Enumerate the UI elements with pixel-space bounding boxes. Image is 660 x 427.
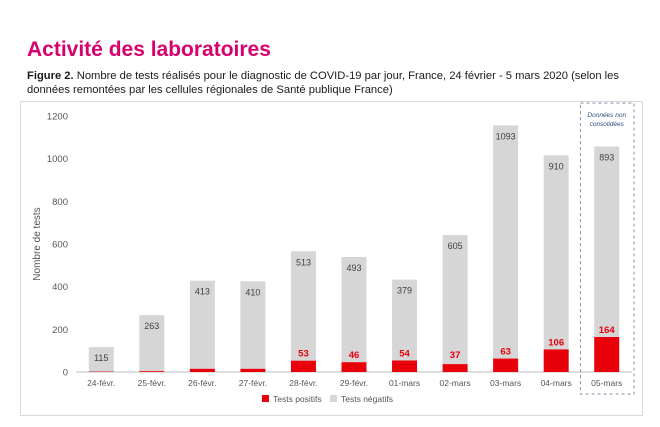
- y-tick-label: 200: [52, 325, 68, 336]
- annotation-unconsolidated: Données non: [587, 112, 626, 119]
- bar-tests-negatifs: [139, 315, 165, 372]
- data-label-negatifs: 379: [397, 286, 412, 296]
- x-tick-label: 01-mars: [389, 378, 420, 388]
- figure-caption: Figure 2. Nombre de tests réalisés pour …: [27, 69, 642, 97]
- bar-tests-negatifs: [493, 125, 519, 359]
- bar-tests-negatifs: [290, 251, 316, 361]
- legend-label-negatifs: Tests négatifs: [341, 394, 393, 404]
- data-label-negatifs: 410: [245, 287, 260, 297]
- y-tick-label: 800: [52, 197, 68, 208]
- y-tick-label: 1200: [47, 112, 68, 123]
- data-label-negatifs: 115: [94, 353, 108, 363]
- x-tick-label: 28-févr.: [289, 378, 317, 388]
- data-label-negatifs: 893: [599, 153, 614, 163]
- x-tick-label: 26-févr.: [188, 378, 216, 388]
- unconsolidated-box: [579, 102, 635, 395]
- legend-swatch-negatifs: [330, 395, 337, 402]
- page-title: Activité des laboratoires: [27, 38, 271, 61]
- data-label-negatifs: 513: [296, 257, 311, 267]
- x-tick-label: 04-mars: [541, 378, 572, 388]
- x-tick-label: 03-mars: [490, 378, 521, 388]
- data-label-positifs: 54: [399, 348, 410, 359]
- data-label-positifs: 106: [548, 337, 564, 348]
- chart-frame: [20, 101, 643, 416]
- data-label-positifs: 37: [450, 350, 461, 361]
- data-label-negatifs: 605: [448, 241, 463, 251]
- bar-tests-positifs: [493, 358, 519, 372]
- bar-tests-negatifs: [392, 279, 418, 361]
- data-label-positifs: 63: [500, 347, 511, 358]
- bar-tests-negatifs: [442, 235, 468, 365]
- data-label-negatifs: 1093: [496, 131, 516, 141]
- data-label-negatifs: 413: [195, 287, 210, 297]
- x-tick-label: 25-févr.: [138, 378, 166, 388]
- x-tick-label: 29-févr.: [340, 378, 368, 388]
- bar-tests-negatifs: [341, 257, 367, 363]
- bar-tests-positifs: [392, 360, 418, 372]
- data-label-positifs: 164: [599, 325, 616, 336]
- data-label-negatifs: 910: [549, 161, 564, 171]
- x-tick-label: 02-mars: [439, 378, 470, 388]
- bar-tests-positifs: [189, 368, 215, 372]
- y-tick-label: 0: [63, 368, 68, 379]
- x-tick-label: 27-févr.: [239, 378, 267, 388]
- bar-tests-negatifs: [594, 146, 620, 338]
- data-label-positifs: 53: [298, 349, 309, 360]
- y-tick-label: 1000: [47, 154, 68, 165]
- x-tick-label: 24-févr.: [87, 378, 115, 388]
- legend-label-positifs: Tests positifs: [273, 394, 322, 404]
- bar-tests-positifs: [240, 368, 266, 372]
- bar-tests-positifs: [594, 337, 620, 372]
- bar-tests-negatifs: [189, 280, 215, 369]
- data-label-negatifs: 493: [346, 263, 361, 273]
- data-label-positifs: 46: [349, 350, 360, 361]
- bar-tests-negatifs: [88, 347, 114, 372]
- y-tick-label: 600: [52, 240, 68, 251]
- bar-tests-negatifs: [543, 155, 569, 350]
- bar-tests-positifs: [442, 364, 468, 372]
- figure-label: Figure 2.: [27, 70, 74, 82]
- data-label-negatifs: 263: [144, 321, 159, 331]
- bar-tests-positifs: [543, 349, 569, 372]
- bar-tests-positifs: [290, 360, 316, 372]
- annotation-unconsolidated: consolidées: [590, 121, 625, 128]
- bar-tests-positifs: [341, 362, 367, 372]
- bar-tests-positifs: [139, 371, 165, 372]
- figure-caption-text: Nombre de tests réalisés pour le diagnos…: [27, 70, 619, 96]
- y-tick-label: 400: [52, 282, 68, 293]
- legend-swatch-positifs: [262, 395, 269, 402]
- y-axis-title: Nombre de tests: [32, 207, 43, 280]
- bar-tests-negatifs: [240, 281, 266, 369]
- x-tick-label: 05-mars: [591, 378, 622, 388]
